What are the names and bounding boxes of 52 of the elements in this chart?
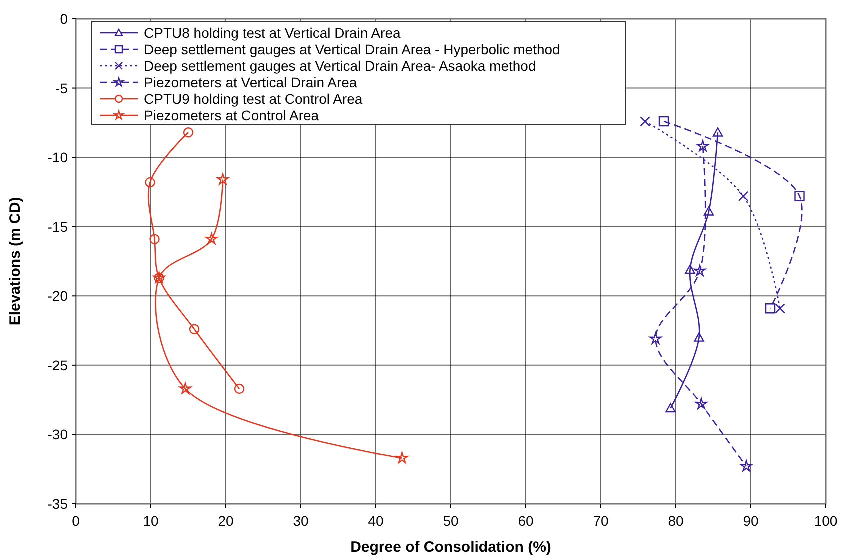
x-tick-label: 40 xyxy=(368,513,384,529)
y-tick-label: -25 xyxy=(48,357,68,374)
point xyxy=(694,264,706,276)
point xyxy=(183,128,194,138)
point xyxy=(666,403,676,413)
y-axis-title: Elevations (m CD) xyxy=(7,197,24,326)
point xyxy=(704,206,714,216)
point xyxy=(180,382,192,394)
legend-label: CPTU8 holding test at Vertical Drain Area xyxy=(144,25,402,41)
x-tick-label: 80 xyxy=(668,513,684,529)
x-tick-label: 100 xyxy=(814,513,838,529)
point xyxy=(206,233,218,244)
x-tick-label: 30 xyxy=(293,513,309,529)
y-tick-label: 0 xyxy=(60,11,68,27)
y-tick-label: -10 xyxy=(48,150,68,166)
point xyxy=(640,116,650,127)
legend-label: Deep settlement gauges at Vertical Drain Area- Asaoka method xyxy=(144,58,536,74)
point xyxy=(696,398,708,410)
y-tick-label: -5 xyxy=(56,80,68,96)
point xyxy=(217,174,229,185)
point xyxy=(145,177,156,188)
point xyxy=(738,191,749,202)
x-tick-label: 0 xyxy=(72,513,80,529)
point xyxy=(697,140,709,152)
y-tick-label: -30 xyxy=(48,426,68,443)
point xyxy=(765,304,776,314)
point xyxy=(775,304,786,314)
x-tick-label: 10 xyxy=(143,513,159,529)
point xyxy=(794,191,805,202)
x-tick-label: 20 xyxy=(218,513,234,529)
legend-label: Piezometers at Vertical Drain Area xyxy=(144,74,358,90)
y-tick-label: -20 xyxy=(48,288,68,304)
y-tick-label: -15 xyxy=(48,218,68,235)
point xyxy=(650,332,662,344)
x-axis-title: Degree of Consolidation (%) xyxy=(350,539,552,556)
x-tick-label: 60 xyxy=(518,513,534,529)
point xyxy=(234,384,245,394)
point xyxy=(740,460,752,472)
point xyxy=(685,264,696,274)
point xyxy=(712,128,724,137)
point xyxy=(150,234,160,244)
point xyxy=(396,452,408,464)
legend-label: Deep settlement gauges at Vertical Drain Area - Hyperbolic method xyxy=(144,42,560,58)
legend-label: Piezometers at Control Area xyxy=(144,108,320,124)
point xyxy=(189,324,200,334)
x-tick-label: 90 xyxy=(743,513,759,529)
x-tick-label: 70 xyxy=(593,513,609,529)
y-tick-label: -35 xyxy=(48,496,68,512)
legend-label: CPTU9 holding test at Control Area xyxy=(144,91,363,107)
point xyxy=(658,116,670,127)
point xyxy=(694,332,704,342)
x-tick-label: 50 xyxy=(443,513,459,529)
